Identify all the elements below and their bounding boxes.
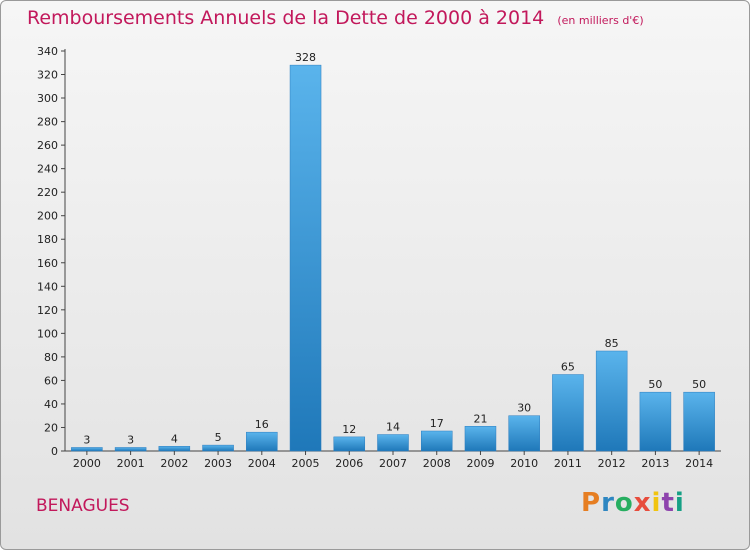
chart-title-row: Remboursements Annuels de la Dette de 20… xyxy=(27,7,644,29)
bar xyxy=(202,444,234,452)
y-tick-label: 280 xyxy=(37,116,58,129)
x-tick-label: 2002 xyxy=(160,457,188,470)
bar xyxy=(246,431,278,452)
x-tick-label: 2000 xyxy=(73,457,101,470)
x-tick-label: 2010 xyxy=(510,457,538,470)
x-tick-label: 2011 xyxy=(554,457,582,470)
x-tick-label: 2004 xyxy=(248,457,276,470)
bar xyxy=(683,391,715,452)
y-tick-label: 40 xyxy=(44,398,58,411)
bar-value-label: 30 xyxy=(517,402,531,415)
bar xyxy=(595,350,628,452)
y-tick-label: 20 xyxy=(44,421,58,434)
y-tick-label: 160 xyxy=(37,257,58,270)
y-tick-label: 300 xyxy=(37,92,58,105)
bar-value-label: 65 xyxy=(561,361,575,374)
bar xyxy=(289,64,322,452)
bar xyxy=(333,436,366,452)
bar xyxy=(552,374,584,452)
bar-value-label: 17 xyxy=(430,417,444,430)
bar-value-label: 85 xyxy=(605,337,619,350)
bar-value-label: 3 xyxy=(83,433,90,446)
chart-unit: (en milliers d'€) xyxy=(557,14,644,27)
commune-name: BENAGUES xyxy=(36,496,130,516)
x-tick-label: 2008 xyxy=(423,457,451,470)
logo-letter: t xyxy=(661,488,675,518)
chart-title: Remboursements Annuels de la Dette de 20… xyxy=(27,7,545,29)
y-tick-label: 200 xyxy=(37,210,58,223)
bar xyxy=(114,447,147,452)
bar xyxy=(420,430,453,452)
x-tick-label: 2007 xyxy=(379,457,407,470)
bar xyxy=(158,446,191,452)
bar xyxy=(508,415,540,452)
bar-value-label: 16 xyxy=(255,418,269,431)
y-tick-label: 60 xyxy=(44,374,58,387)
x-tick-label: 2014 xyxy=(685,457,713,470)
x-tick-label: 2006 xyxy=(335,457,363,470)
y-tick-label: 220 xyxy=(37,186,58,199)
logo-letter: P xyxy=(581,488,602,518)
bar-value-label: 5 xyxy=(215,431,222,444)
logo-letter: i xyxy=(674,488,685,518)
x-tick-label: 2001 xyxy=(117,457,145,470)
y-tick-label: 340 xyxy=(37,45,58,58)
bar-value-label: 4 xyxy=(171,432,178,445)
y-tick-label: 180 xyxy=(37,233,58,246)
y-tick-label: 100 xyxy=(37,327,58,340)
logo-letter: o xyxy=(614,488,634,518)
logo-letter: r xyxy=(601,488,615,518)
x-tick-label: 2009 xyxy=(466,457,494,470)
bar-value-label: 50 xyxy=(648,378,662,391)
bar-value-label: 328 xyxy=(295,51,316,64)
y-tick-label: 320 xyxy=(37,69,58,82)
x-tick-label: 2003 xyxy=(204,457,232,470)
bar-value-label: 14 xyxy=(386,421,400,434)
y-tick-label: 260 xyxy=(37,139,58,152)
x-tick-label: 2005 xyxy=(292,457,320,470)
bar-value-label: 21 xyxy=(473,412,487,425)
bar xyxy=(377,434,409,452)
x-tick-label: 2012 xyxy=(598,457,626,470)
x-tick-label: 2013 xyxy=(641,457,669,470)
bar xyxy=(639,391,672,452)
y-tick-label: 240 xyxy=(37,163,58,176)
y-tick-label: 0 xyxy=(51,445,58,458)
y-tick-label: 80 xyxy=(44,351,58,364)
bar-value-label: 12 xyxy=(342,423,356,436)
bar-value-label: 50 xyxy=(692,378,706,391)
logo-letter: i xyxy=(651,488,662,518)
bar-value-label: 3 xyxy=(127,433,134,446)
bar xyxy=(71,447,103,452)
y-tick-label: 120 xyxy=(37,304,58,317)
y-tick-label: 140 xyxy=(37,280,58,293)
bar xyxy=(464,426,497,452)
logo-letter: x xyxy=(633,488,652,518)
proxiti-logo: Proxiti xyxy=(581,488,685,518)
